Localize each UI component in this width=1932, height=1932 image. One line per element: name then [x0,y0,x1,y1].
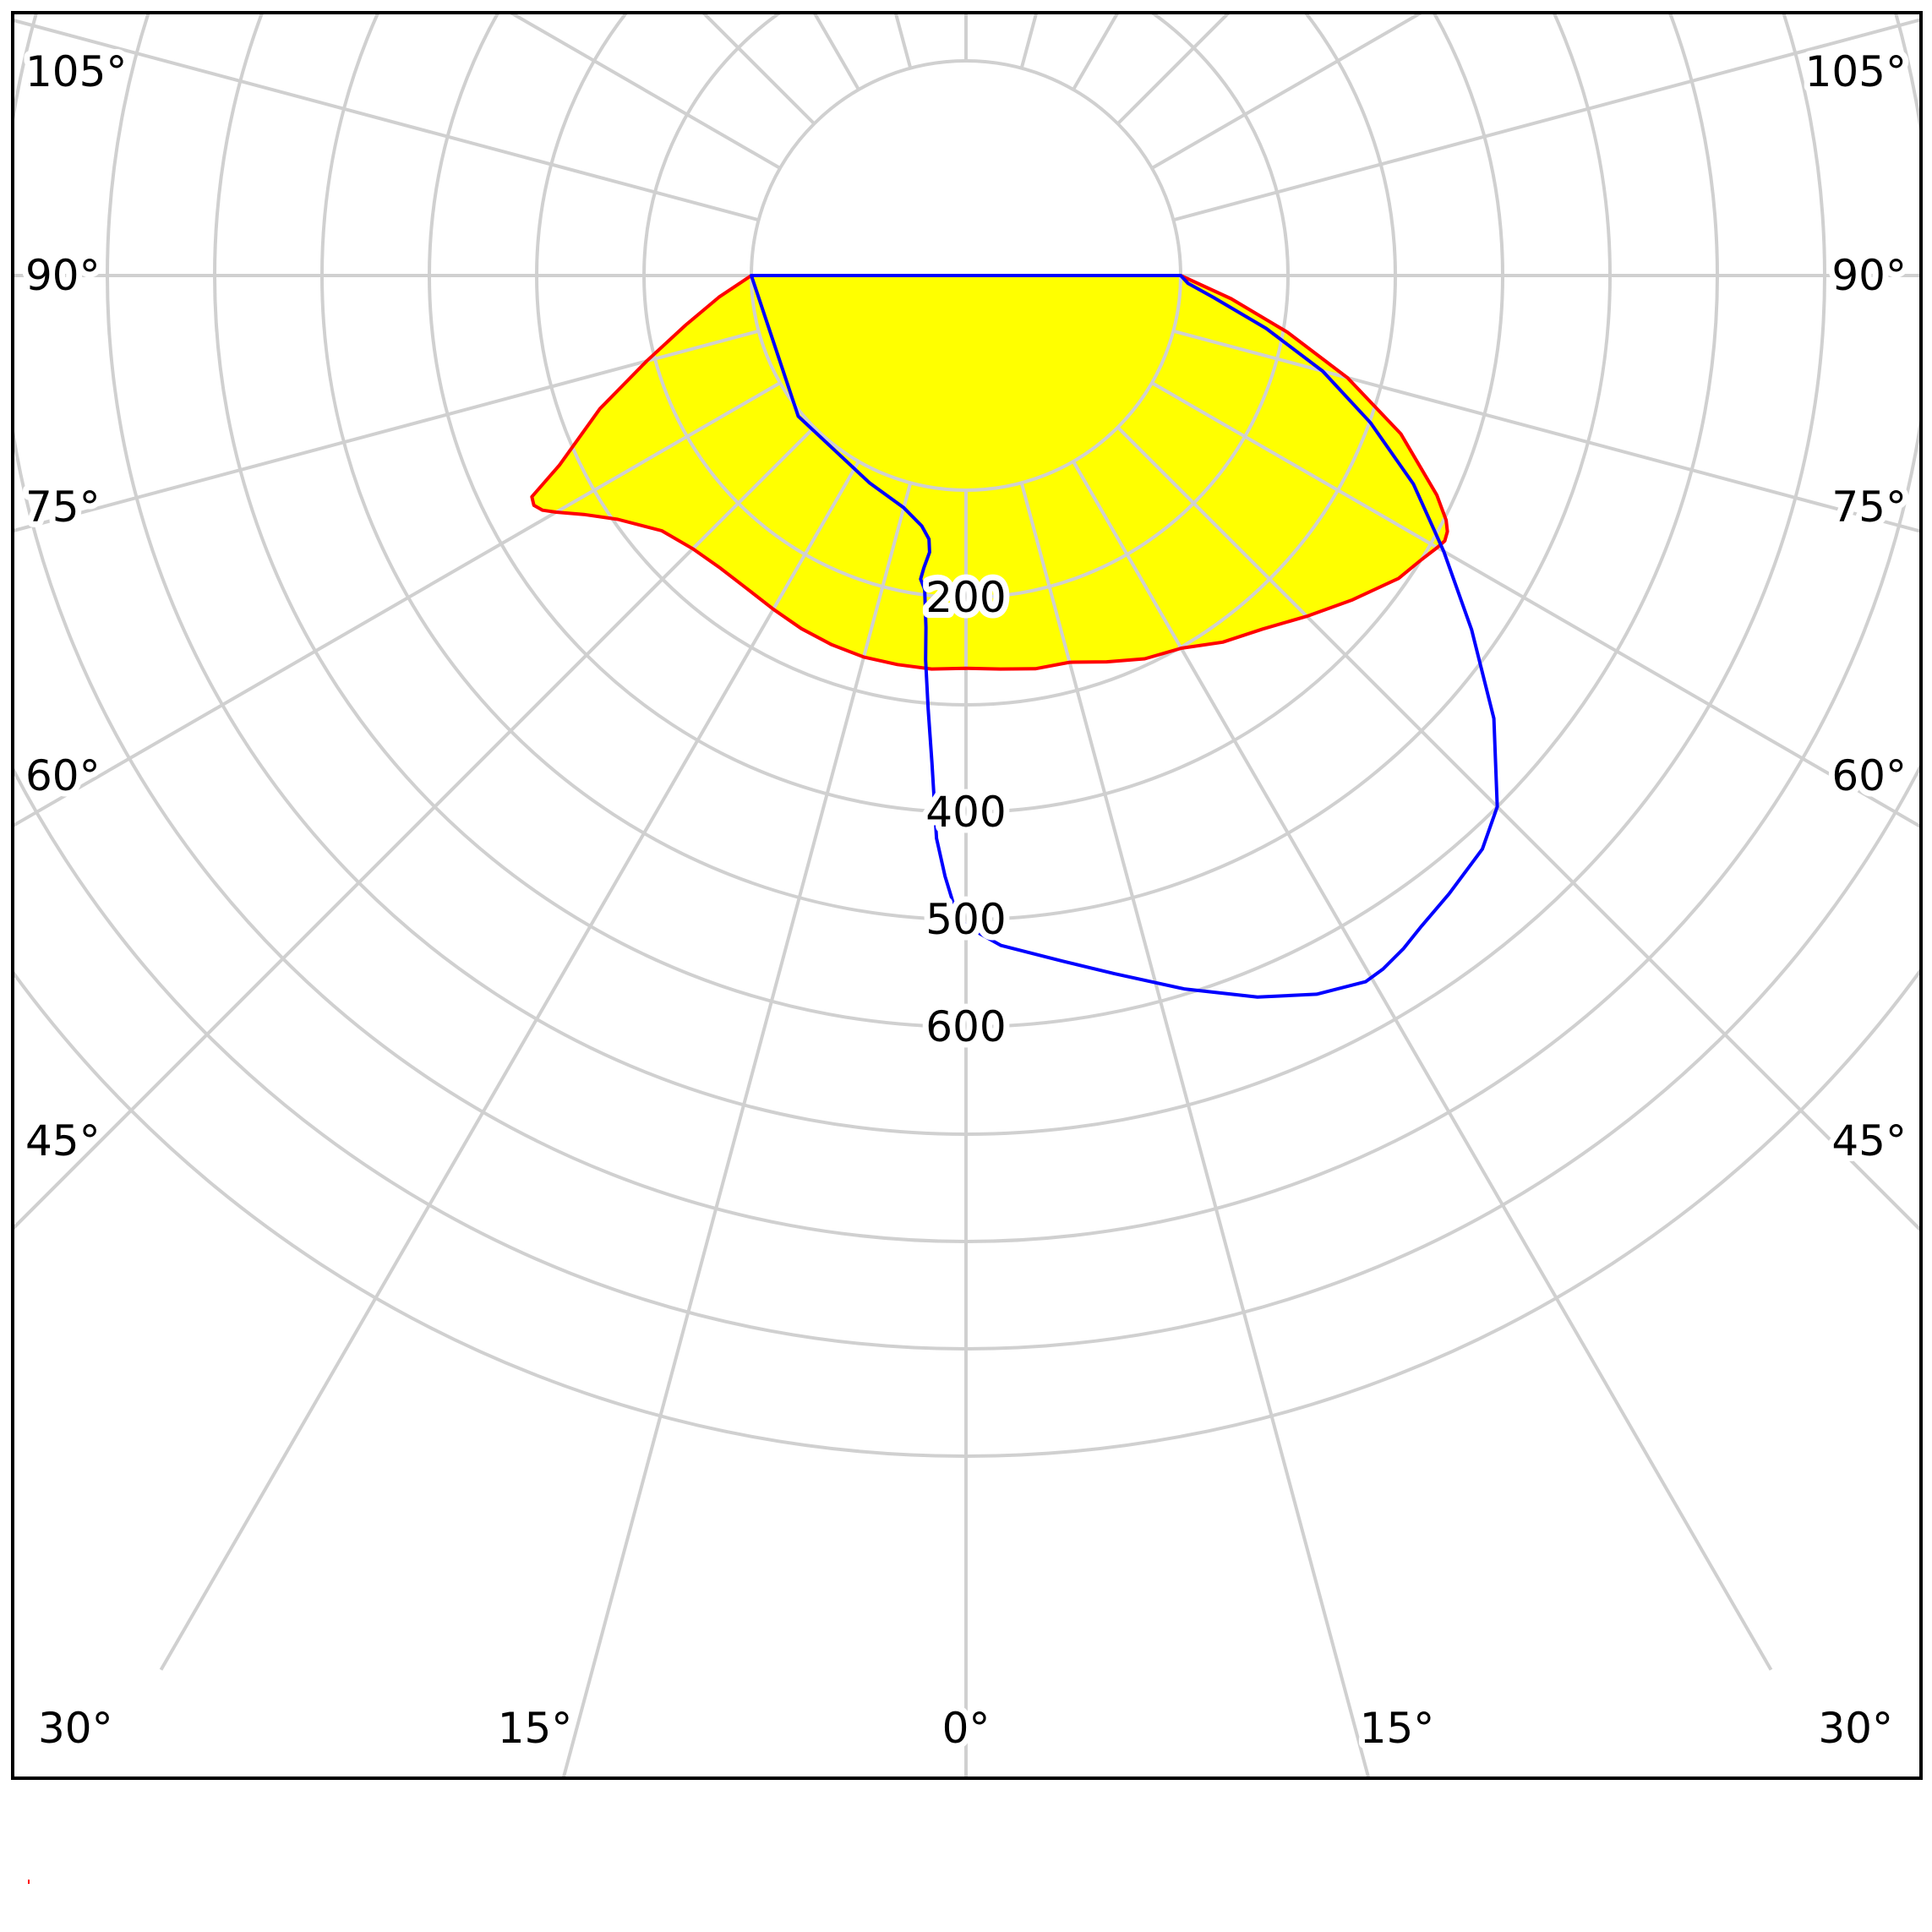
angle-tick-label-right: 60° [1831,751,1907,800]
radial-tick-label: 200 [925,573,1006,622]
angle-tick-label-left: 45° [25,1116,101,1165]
tick-labels: 200 400 500 600 105° 105° 90° 90° 75° 75° 60° 60° 45… [19,41,1913,1759]
angle-tick-label-bottom: 0° [942,1704,991,1753]
angle-tick-label-right: 75° [1831,483,1907,532]
grid-spoke [1072,460,1773,1671]
radial-tick-label: 400 [925,788,1006,837]
radial-tick-label: 500 [925,895,1006,944]
grid-spoke [1150,381,1921,829]
grid-spoke [1172,329,1921,533]
angle-tick-label-right: 90° [1831,251,1907,300]
angle-tick-label-left: 90° [25,251,101,300]
grid-spoke [13,18,760,222]
grid-spoke [13,381,782,828]
grid-spoke [1116,426,1921,1233]
grid-spoke [1019,482,1371,1778]
angle-tick-label-left: 105° [25,47,127,96]
plot-frame [11,11,1923,1780]
series-curve-1 [532,276,1448,669]
angle-tick-label-right: 30° [1818,1704,1893,1753]
series-curve-2 [750,274,1499,999]
angle-tick-label-left: 30° [38,1704,113,1753]
angle-tick-label-right: 105° [1805,47,1907,96]
angle-tick-label-left: 60° [25,751,101,800]
grid-spoke [13,426,816,1231]
grid-spoke [13,329,760,533]
angle-tick-label-left: 75° [25,483,101,532]
polar-grid [13,13,1921,1778]
series-layer [532,276,1448,669]
series-curve-1-outline [530,274,1449,671]
grid-spoke [561,482,913,1778]
plot-area [13,13,1921,1778]
radial-tick-label: 600 [925,1002,1006,1051]
grid-spoke [159,460,860,1671]
grid-spoke [1172,18,1921,222]
angle-tick-label-bottom: 15° [1360,1704,1435,1753]
angle-tick-label-right: 45° [1831,1116,1907,1165]
angle-tick-label-bottom: 15° [498,1704,573,1753]
legend-mark [28,1880,30,1884]
grid-spoke [1150,13,1425,170]
grid-spoke [507,13,782,170]
